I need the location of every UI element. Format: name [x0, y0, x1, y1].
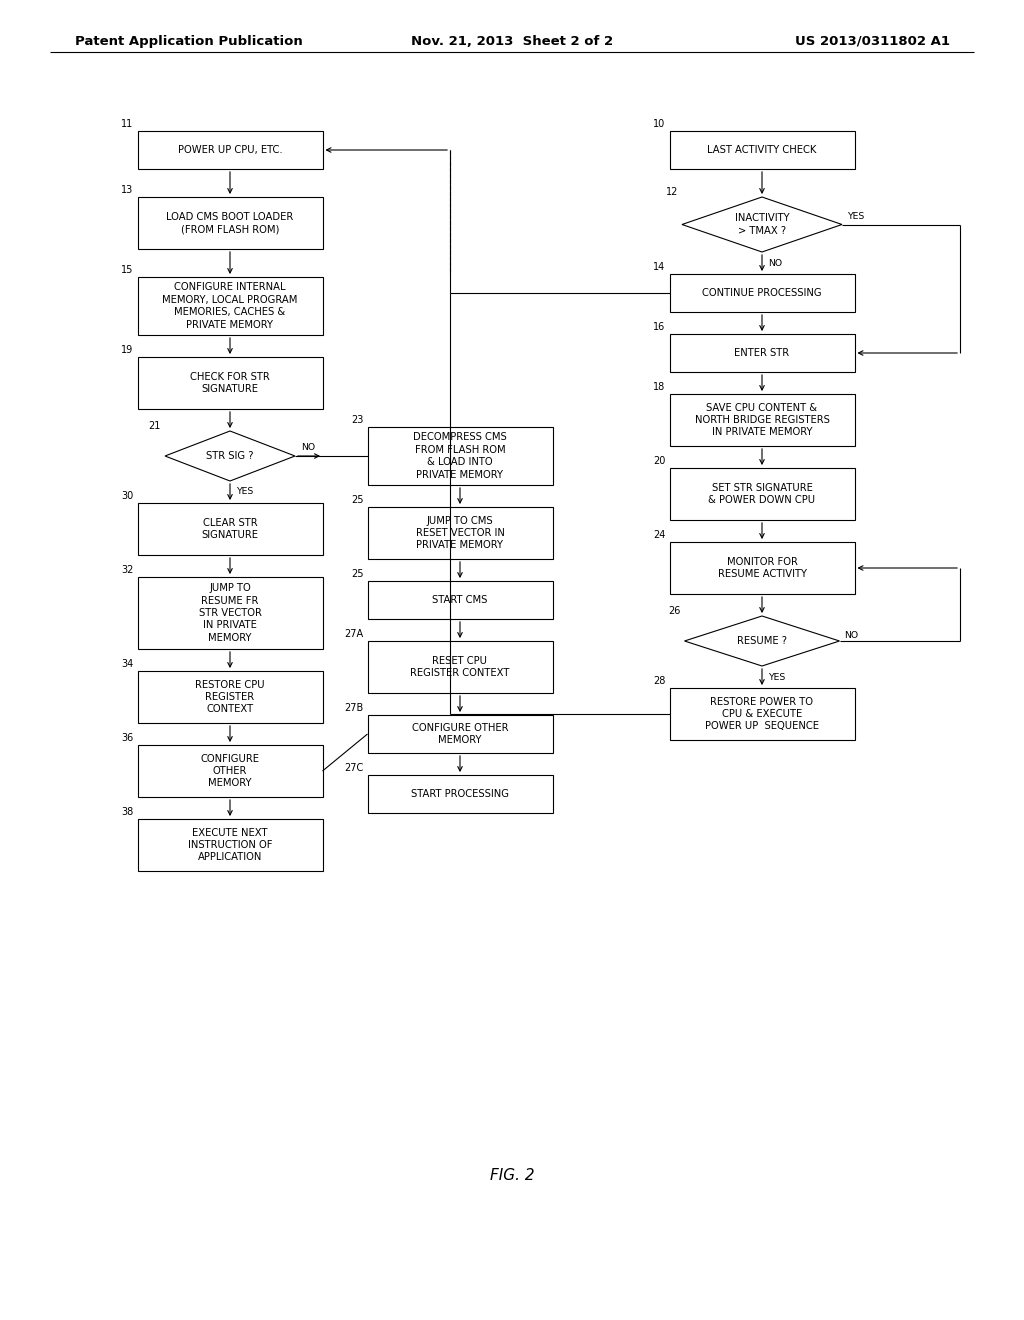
Bar	[670, 334, 854, 372]
Bar	[137, 197, 323, 249]
Text: 27C: 27C	[344, 763, 364, 774]
Text: LAST ACTIVITY CHECK: LAST ACTIVITY CHECK	[708, 145, 817, 154]
Text: 38: 38	[121, 807, 133, 817]
Text: 23: 23	[351, 414, 364, 425]
Text: 27B: 27B	[344, 704, 364, 713]
Text: 25: 25	[351, 495, 364, 506]
Text: CONFIGURE INTERNAL
MEMORY, LOCAL PROGRAM
MEMORIES, CACHES &
PRIVATE MEMORY: CONFIGURE INTERNAL MEMORY, LOCAL PROGRAM…	[163, 282, 298, 330]
Text: 36: 36	[121, 733, 133, 743]
Bar	[137, 503, 323, 554]
Bar	[670, 688, 854, 741]
Text: START CMS: START CMS	[432, 595, 487, 605]
Text: LOAD CMS BOOT LOADER
(FROM FLASH ROM): LOAD CMS BOOT LOADER (FROM FLASH ROM)	[166, 211, 294, 234]
Text: YES: YES	[236, 487, 253, 496]
Text: CONFIGURE
OTHER
MEMORY: CONFIGURE OTHER MEMORY	[201, 754, 259, 788]
Text: POWER UP CPU, ETC.: POWER UP CPU, ETC.	[178, 145, 283, 154]
Text: CLEAR STR
SIGNATURE: CLEAR STR SIGNATURE	[202, 517, 258, 540]
Text: Patent Application Publication: Patent Application Publication	[75, 36, 303, 48]
Bar	[670, 131, 854, 169]
Text: JUMP TO CMS
RESET VECTOR IN
PRIVATE MEMORY: JUMP TO CMS RESET VECTOR IN PRIVATE MEMO…	[416, 516, 505, 550]
Text: DECOMPRESS CMS
FROM FLASH ROM
& LOAD INTO
PRIVATE MEMORY: DECOMPRESS CMS FROM FLASH ROM & LOAD INT…	[413, 433, 507, 479]
Text: 20: 20	[653, 455, 666, 466]
Bar	[670, 469, 854, 520]
Text: NO: NO	[768, 259, 782, 268]
Text: 12: 12	[666, 187, 678, 197]
Text: RESUME ?: RESUME ?	[737, 636, 787, 645]
Text: RESTORE POWER TO
CPU & EXECUTE
POWER UP  SEQUENCE: RESTORE POWER TO CPU & EXECUTE POWER UP …	[705, 697, 819, 731]
Text: 14: 14	[653, 261, 666, 272]
Text: 34: 34	[121, 659, 133, 669]
Text: 19: 19	[121, 345, 133, 355]
Bar	[368, 581, 553, 619]
Text: CHECK FOR STR
SIGNATURE: CHECK FOR STR SIGNATURE	[190, 372, 270, 395]
Text: START PROCESSING: START PROCESSING	[411, 789, 509, 799]
Text: 21: 21	[148, 421, 161, 432]
Text: JUMP TO
RESUME FR
STR VECTOR
IN PRIVATE
MEMORY: JUMP TO RESUME FR STR VECTOR IN PRIVATE …	[199, 583, 261, 643]
Text: NO: NO	[301, 444, 315, 453]
Bar	[137, 818, 323, 871]
Text: STR SIG ?: STR SIG ?	[206, 451, 254, 461]
Text: 13: 13	[121, 185, 133, 195]
Text: 28: 28	[653, 676, 666, 686]
Bar	[670, 543, 854, 594]
Text: RESTORE CPU
REGISTER
CONTEXT: RESTORE CPU REGISTER CONTEXT	[196, 680, 265, 714]
Text: ENTER STR: ENTER STR	[734, 348, 790, 358]
Text: YES: YES	[768, 672, 785, 681]
Text: US 2013/0311802 A1: US 2013/0311802 A1	[795, 36, 950, 48]
Bar	[137, 131, 323, 169]
Text: 16: 16	[653, 322, 666, 333]
Text: 30: 30	[121, 491, 133, 502]
Text: 27A: 27A	[344, 630, 364, 639]
Bar	[137, 356, 323, 409]
Text: 25: 25	[351, 569, 364, 579]
Bar	[137, 277, 323, 335]
Text: MONITOR FOR
RESUME ACTIVITY: MONITOR FOR RESUME ACTIVITY	[718, 557, 807, 579]
Text: RESET CPU
REGISTER CONTEXT: RESET CPU REGISTER CONTEXT	[411, 656, 510, 678]
Text: CONTINUE PROCESSING: CONTINUE PROCESSING	[702, 288, 822, 298]
Text: 11: 11	[121, 119, 133, 129]
Polygon shape	[165, 432, 295, 480]
Text: YES: YES	[847, 213, 864, 220]
Text: CONFIGURE OTHER
MEMORY: CONFIGURE OTHER MEMORY	[412, 723, 508, 746]
Bar	[670, 275, 854, 312]
Bar	[670, 393, 854, 446]
Bar	[368, 642, 553, 693]
Text: 24: 24	[653, 531, 666, 540]
Polygon shape	[684, 616, 840, 667]
Text: INACTIVITY
> TMAX ?: INACTIVITY > TMAX ?	[734, 214, 790, 236]
Bar	[137, 671, 323, 723]
Text: 26: 26	[668, 606, 681, 616]
Bar	[137, 744, 323, 797]
Bar	[137, 577, 323, 649]
Text: SAVE CPU CONTENT &
NORTH BRIDGE REGISTERS
IN PRIVATE MEMORY: SAVE CPU CONTENT & NORTH BRIDGE REGISTER…	[694, 403, 829, 437]
Text: 32: 32	[121, 565, 133, 576]
Bar	[368, 507, 553, 558]
Polygon shape	[682, 197, 842, 252]
Text: SET STR SIGNATURE
& POWER DOWN CPU: SET STR SIGNATURE & POWER DOWN CPU	[709, 483, 815, 506]
Text: 10: 10	[653, 119, 666, 129]
Text: NO: NO	[845, 631, 859, 640]
Text: FIG. 2: FIG. 2	[489, 1167, 535, 1183]
Text: 15: 15	[121, 265, 133, 275]
Bar	[368, 426, 553, 484]
Bar	[368, 715, 553, 752]
Text: EXECUTE NEXT
INSTRUCTION OF
APPLICATION: EXECUTE NEXT INSTRUCTION OF APPLICATION	[187, 828, 272, 862]
Text: 18: 18	[653, 381, 666, 392]
Text: Nov. 21, 2013  Sheet 2 of 2: Nov. 21, 2013 Sheet 2 of 2	[411, 36, 613, 48]
Bar	[368, 775, 553, 813]
